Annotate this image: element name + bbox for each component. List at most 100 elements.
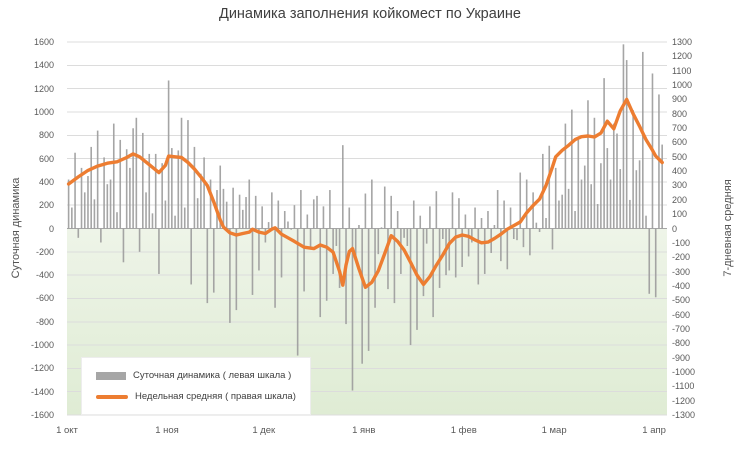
daily-bar bbox=[374, 228, 376, 308]
daily-bar bbox=[138, 228, 141, 252]
daily-bar bbox=[109, 179, 112, 229]
daily-bar bbox=[274, 228, 276, 308]
daily-bar bbox=[629, 199, 631, 229]
daily-bar bbox=[625, 60, 628, 229]
daily-bar bbox=[377, 228, 380, 255]
right-axis-tick: 0 bbox=[672, 223, 678, 234]
daily-bar bbox=[367, 228, 370, 351]
daily-bar bbox=[261, 206, 263, 229]
daily-bar bbox=[596, 204, 599, 229]
daily-bar bbox=[338, 228, 341, 288]
daily-bar bbox=[429, 206, 431, 229]
daily-bar bbox=[306, 214, 309, 229]
right-axis-tick: 1300 bbox=[672, 37, 693, 47]
right-axis-tick: 1100 bbox=[672, 65, 692, 76]
right-axis-tick: -400 bbox=[672, 280, 691, 291]
daily-bar bbox=[174, 215, 176, 229]
daily-bar bbox=[503, 200, 505, 229]
daily-bar bbox=[171, 148, 173, 229]
right-axis-tick: 600 bbox=[672, 137, 688, 148]
daily-bar bbox=[161, 163, 163, 229]
chart-title: Динамика заполнения койкомест по Украине bbox=[219, 6, 521, 22]
daily-bar bbox=[467, 228, 470, 257]
daily-bar bbox=[516, 228, 518, 241]
daily-bar bbox=[512, 228, 515, 239]
daily-bar bbox=[116, 212, 118, 229]
daily-bar bbox=[329, 190, 331, 229]
right-axis-tick: -100 bbox=[672, 237, 691, 248]
daily-bar bbox=[248, 179, 251, 229]
left-axis-tick: -200 bbox=[35, 246, 54, 257]
daily-bar bbox=[287, 221, 289, 229]
daily-bar bbox=[335, 228, 338, 246]
right-axis-tick: 1000 bbox=[672, 80, 693, 91]
daily-bar bbox=[232, 187, 234, 229]
x-axis-tick: 1 мар bbox=[541, 425, 567, 436]
right-axis-tick: -200 bbox=[672, 252, 691, 263]
daily-bar bbox=[525, 179, 528, 229]
daily-bar bbox=[254, 195, 257, 229]
legend-daily-label: Суточная динамика ( левая шкала ) bbox=[133, 370, 292, 381]
daily-bar bbox=[348, 207, 351, 229]
x-axis-tick: 1 апр bbox=[642, 425, 666, 436]
daily-bar bbox=[280, 228, 283, 278]
daily-bar bbox=[196, 198, 199, 229]
weekly-average-line bbox=[66, 97, 664, 289]
daily-bar bbox=[606, 148, 609, 229]
daily-bar bbox=[609, 179, 612, 229]
daily-bar bbox=[164, 200, 167, 229]
bar-swatch-icon bbox=[96, 371, 126, 380]
daily-bar bbox=[548, 145, 551, 229]
daily-bar bbox=[661, 144, 663, 229]
legend: Суточная динамика ( левая шкала ) Недель… bbox=[81, 357, 311, 415]
daily-bar bbox=[148, 153, 151, 229]
daily-bar bbox=[219, 165, 222, 229]
daily-bar bbox=[587, 100, 589, 229]
x-axis-tick: 1 фев bbox=[450, 425, 477, 436]
daily-bar bbox=[158, 228, 160, 274]
daily-bar bbox=[496, 190, 499, 229]
daily-bar bbox=[509, 207, 512, 229]
daily-bar bbox=[119, 139, 122, 229]
daily-bar bbox=[212, 228, 215, 293]
daily-bar bbox=[193, 146, 196, 229]
daily-bar bbox=[448, 228, 451, 271]
daily-bar bbox=[364, 193, 367, 229]
daily-bar bbox=[477, 228, 480, 285]
daily-bar bbox=[300, 190, 302, 229]
daily-bar bbox=[309, 228, 312, 250]
right-axis-tick: -300 bbox=[672, 266, 691, 277]
daily-bar bbox=[532, 192, 534, 229]
daily-bar bbox=[235, 228, 238, 311]
daily-bar bbox=[251, 228, 254, 295]
daily-bar bbox=[383, 186, 386, 229]
daily-bar bbox=[96, 130, 99, 229]
right-axis-tick: 900 bbox=[672, 94, 688, 105]
daily-bar bbox=[132, 128, 134, 229]
daily-bar bbox=[303, 228, 305, 292]
left-axis-tick: -1600 bbox=[30, 410, 54, 420]
daily-bar bbox=[638, 160, 641, 229]
daily-bar bbox=[177, 150, 180, 229]
daily-bar bbox=[100, 228, 102, 243]
daily-bar bbox=[471, 228, 473, 243]
daily-bar bbox=[564, 123, 567, 229]
daily-bar bbox=[580, 179, 583, 229]
daily-bar bbox=[451, 192, 454, 229]
daily-bar bbox=[151, 213, 154, 229]
daily-bar bbox=[93, 199, 96, 229]
daily-bar bbox=[277, 200, 280, 229]
right-axis-tick: -1000 bbox=[672, 366, 696, 377]
daily-bar bbox=[635, 170, 638, 229]
legend-item-daily: Суточная динамика ( левая шкала ) bbox=[82, 370, 310, 381]
daily-bar bbox=[612, 123, 615, 229]
daily-bar bbox=[622, 44, 625, 229]
left-axis-tick: 1200 bbox=[33, 83, 54, 94]
right-axis-tick: -500 bbox=[672, 295, 691, 306]
daily-bar bbox=[190, 228, 192, 285]
daily-bar bbox=[574, 211, 576, 229]
daily-bar bbox=[654, 228, 657, 298]
daily-bar bbox=[390, 195, 392, 229]
left-axis-tick: 200 bbox=[38, 200, 54, 211]
